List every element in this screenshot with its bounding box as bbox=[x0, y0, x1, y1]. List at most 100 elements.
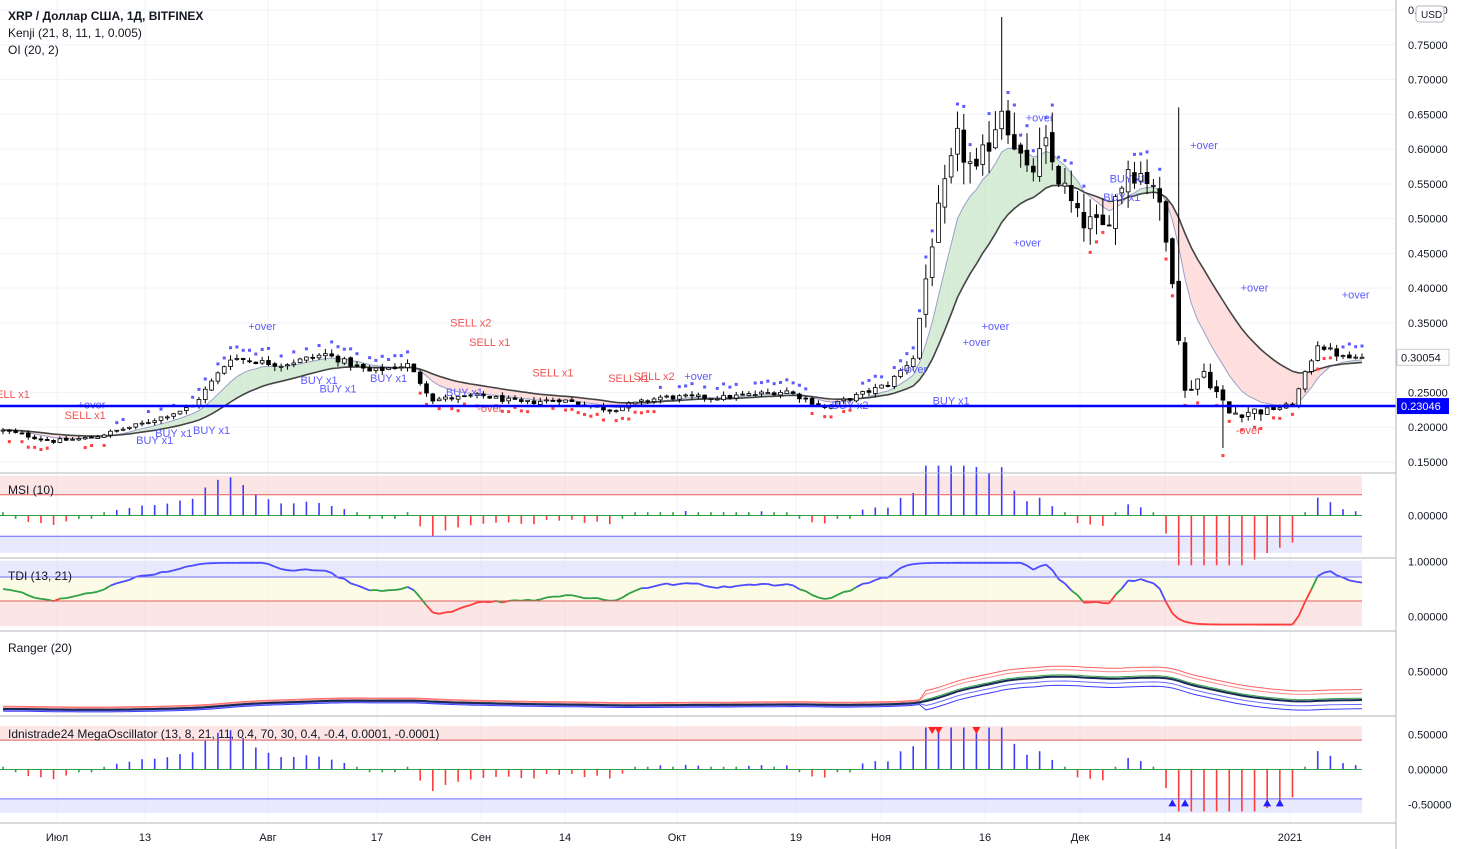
tdi-line bbox=[1039, 563, 1047, 568]
tdi-line bbox=[717, 585, 724, 589]
cloud-segment bbox=[1248, 336, 1255, 399]
candle-body bbox=[13, 430, 18, 433]
time-axis-label: 14 bbox=[559, 832, 571, 844]
indicator-legend-kenji[interactable]: Kenji (21, 8, 11, 1, 0.005) bbox=[8, 26, 142, 40]
currency-badge bbox=[1415, 5, 1445, 23]
candle-body bbox=[398, 366, 404, 369]
bear-dot bbox=[1221, 454, 1225, 458]
bear-dot bbox=[1240, 428, 1244, 432]
candle-body bbox=[721, 394, 726, 400]
candle-body bbox=[854, 394, 859, 402]
candle-body bbox=[285, 364, 290, 367]
candle-body bbox=[1359, 356, 1365, 359]
buy-triangle bbox=[1168, 799, 1177, 807]
bear-dot bbox=[583, 412, 587, 416]
candle-body bbox=[948, 155, 954, 178]
tdi-line bbox=[824, 597, 832, 600]
candle-body bbox=[607, 409, 613, 412]
bear-dot bbox=[89, 444, 93, 448]
tdi-line bbox=[91, 590, 98, 594]
cloud-segment bbox=[293, 363, 301, 379]
cloud-segment bbox=[521, 391, 528, 399]
tdi-line bbox=[280, 568, 288, 572]
candle-body bbox=[696, 394, 701, 397]
cloud-segment bbox=[1178, 217, 1186, 279]
candle-body bbox=[1056, 166, 1061, 185]
msi-zone bbox=[0, 536, 1362, 553]
annotation-label: BUY x1 bbox=[193, 425, 230, 437]
bull-dot bbox=[715, 386, 719, 390]
tdi-line bbox=[533, 598, 541, 602]
bear-dot bbox=[829, 415, 833, 419]
bull-dot bbox=[722, 382, 726, 386]
symbol-title[interactable]: XRP / Доллар США, 1Д, BITFINEX bbox=[8, 9, 204, 23]
candle-body bbox=[790, 391, 796, 394]
bear-dot bbox=[456, 409, 460, 413]
bull-dot bbox=[342, 347, 346, 351]
tdi-line bbox=[874, 576, 882, 581]
tdi-line bbox=[2, 588, 10, 591]
candle-body bbox=[891, 375, 897, 387]
time-axis-label: 17 bbox=[371, 832, 383, 844]
cloud-segment bbox=[925, 322, 933, 371]
candle-body bbox=[1271, 406, 1276, 410]
candle-body bbox=[146, 422, 151, 424]
bear-dot bbox=[1253, 425, 1257, 429]
candle-body bbox=[417, 371, 423, 384]
bull-dot bbox=[785, 378, 789, 382]
candle-body bbox=[841, 398, 846, 402]
candle-body bbox=[1119, 187, 1125, 194]
tick-label: 0.65000 bbox=[1408, 109, 1448, 121]
candle-body bbox=[847, 398, 853, 401]
candle-body bbox=[1182, 342, 1188, 391]
candle-body bbox=[316, 354, 322, 359]
candle-body bbox=[329, 353, 334, 357]
candle-body bbox=[645, 400, 651, 403]
time-axis-label: 13 bbox=[139, 832, 151, 844]
cloud-segment bbox=[906, 375, 914, 389]
bear-dot bbox=[1095, 240, 1099, 244]
cloud-segment bbox=[464, 382, 471, 394]
tdi-line bbox=[1178, 618, 1186, 623]
candle-body bbox=[89, 436, 94, 439]
candle-body bbox=[1062, 182, 1068, 187]
candle-body bbox=[563, 399, 568, 403]
cloud-segment bbox=[1222, 300, 1230, 376]
annotation-label: BUY x1 bbox=[933, 395, 970, 407]
candle-body bbox=[7, 429, 12, 432]
candle-body bbox=[1012, 134, 1017, 150]
candle-body bbox=[506, 397, 511, 402]
tdi-line bbox=[1114, 587, 1123, 596]
buy-triangle bbox=[1181, 799, 1190, 807]
candle-body bbox=[1170, 238, 1175, 285]
cloud-segment bbox=[230, 376, 237, 403]
tdi-line bbox=[1070, 589, 1079, 596]
tdi-line bbox=[261, 561, 269, 565]
currency-badge-label: USD bbox=[1421, 10, 1442, 21]
tdi-line bbox=[382, 589, 389, 592]
candle-body bbox=[670, 395, 676, 400]
cloud-segment bbox=[976, 179, 983, 265]
time-axis[interactable]: Июл 13 Авг 17 Сен 14 Окт 19 Ноя 16 Дек 14 2021 bbox=[46, 832, 1302, 844]
tdi-line bbox=[811, 594, 819, 599]
bull-dot bbox=[797, 383, 801, 387]
candle-body bbox=[519, 399, 524, 402]
tdi-zone bbox=[0, 577, 1362, 602]
candle-body bbox=[531, 400, 537, 405]
price-axis[interactable]: 0.800000.750000.700000.650000.600000.550… bbox=[1396, 5, 1451, 812]
candle-body bbox=[1138, 173, 1144, 182]
cloud-segment bbox=[470, 384, 478, 394]
time-axis-label: Июл bbox=[46, 832, 68, 844]
cloud-segment bbox=[1279, 364, 1287, 406]
time-axis-label: 19 bbox=[790, 832, 802, 844]
candle-body bbox=[487, 395, 492, 399]
indicator-legend-oi[interactable]: OI (20, 2) bbox=[8, 43, 59, 57]
candle-body bbox=[955, 127, 960, 155]
bear-dot bbox=[507, 410, 511, 414]
candle-body bbox=[1094, 214, 1099, 218]
bull-dot bbox=[753, 381, 757, 385]
tick-label: 0.75000 bbox=[1408, 40, 1448, 52]
bull-dot bbox=[216, 362, 220, 366]
candle-body bbox=[379, 366, 385, 371]
